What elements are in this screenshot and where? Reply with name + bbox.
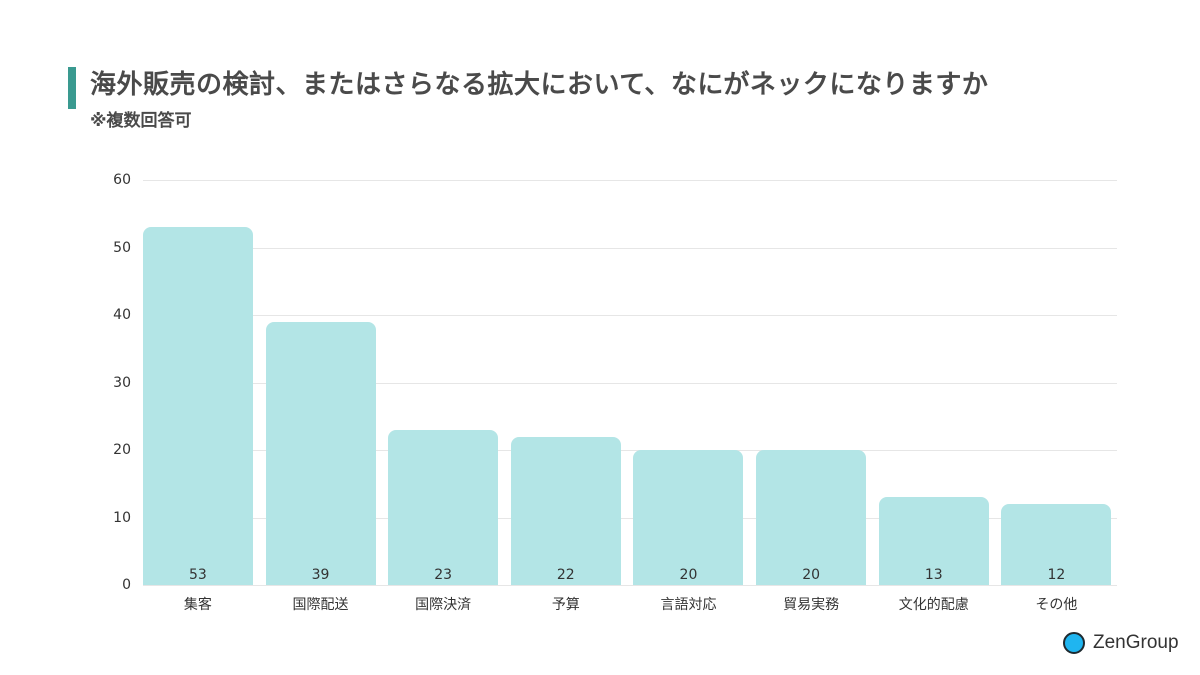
bar: 22 [510, 436, 621, 585]
gridline [143, 180, 1117, 181]
x-tick-label: その他 [1035, 597, 1078, 613]
logo-text: ZenGroup [1093, 632, 1179, 653]
bar-value-label: 12 [1047, 567, 1066, 583]
y-tick-label: 30 [113, 374, 131, 391]
bar-value-label: 22 [556, 567, 575, 583]
x-tick-label: 集客 [183, 597, 212, 613]
gridline [143, 450, 1117, 451]
x-tick-label: 国際決済 [415, 597, 472, 613]
x-tick-label: 言語対応 [660, 597, 717, 613]
bar: 20 [633, 450, 744, 585]
chart-title: 海外販売の検討、またはさらなる拡大において、なにがネックになりますか [90, 70, 989, 100]
gridline [143, 517, 1117, 519]
bar: 53 [142, 227, 253, 585]
y-tick-label: 20 [113, 442, 131, 458]
x-tick-label: 文化的配慮 [898, 597, 969, 613]
bar: 12 [1001, 504, 1112, 585]
bar-value-label: 13 [924, 567, 943, 583]
bar-value-label: 53 [188, 567, 207, 583]
circle-logo-icon [1063, 632, 1085, 654]
bar-value-label: 39 [311, 567, 330, 583]
gridline [143, 382, 1117, 384]
bar-value-label: 20 [679, 567, 698, 583]
y-tick-label: 50 [113, 239, 131, 256]
bar: 23 [388, 429, 499, 585]
chart-subtitle: ※複数回答可 [90, 111, 192, 131]
y-tick-label: 40 [113, 307, 131, 323]
x-tick-label: 国際配送 [292, 597, 349, 613]
bar: 20 [756, 450, 867, 585]
gridline [143, 247, 1117, 249]
plot-area: 53 39 23 22 20 20 13 12 [142, 180, 1117, 586]
gridline [143, 585, 1117, 586]
y-tick-label: 10 [113, 509, 131, 526]
x-tick-label: 予算 [551, 597, 580, 613]
y-tick-label: 60 [113, 172, 131, 188]
bar: 39 [265, 321, 376, 585]
title-accent-bar [68, 67, 76, 109]
gridline [143, 315, 1117, 316]
brand-logo: ZenGroup [1063, 632, 1179, 654]
bar-value-label: 20 [802, 567, 821, 583]
x-tick-label: 貿易実務 [783, 597, 840, 613]
bar: 13 [878, 497, 989, 585]
y-tick-label: 0 [122, 577, 131, 593]
bar-value-label: 23 [434, 567, 453, 583]
